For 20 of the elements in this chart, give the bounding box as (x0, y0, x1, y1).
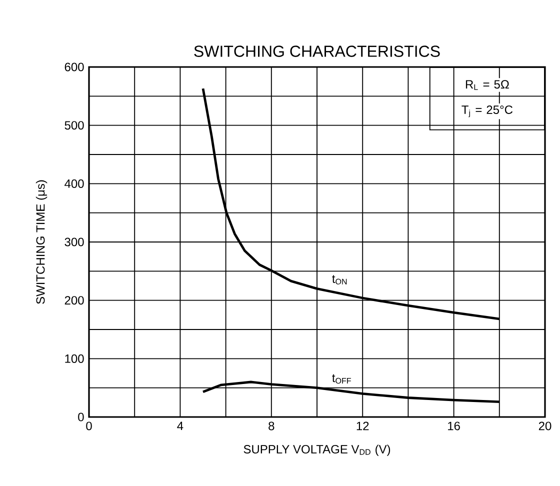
y-tick-label: 600 (64, 62, 84, 72)
x-tick-label: 4 (177, 422, 184, 430)
series-label: t$_{ON}$ (332, 275, 347, 284)
annotation: T$_{j}$ = 25°C (462, 105, 513, 118)
y-tick-label: 0 (78, 412, 84, 422)
y-tick-label: 500 (64, 121, 84, 130)
series-label: t$_{OFF}$ (332, 374, 351, 384)
y-tick-label: 100 (65, 354, 84, 363)
x-axis-title: SUPPLY VOLTAGE V$_{DD}$ (V) (244, 444, 390, 456)
y-tick-label: 400 (64, 179, 84, 188)
x-tick-label: 20 (538, 422, 552, 430)
y-tick-label: 200 (64, 296, 84, 305)
x-tick-label: 8 (268, 422, 274, 430)
annotation: R$_{L}$ = 5Ω (466, 80, 509, 90)
y-tick-label: 300 (64, 238, 84, 246)
x-tick-label: 16 (448, 422, 460, 430)
x-tick-label: 12 (356, 422, 369, 430)
chart-title: SWITCHING CHARACTERISTICS (194, 46, 440, 57)
x-tick-label: 0 (86, 422, 92, 430)
y-axis-title: SWITCHING TIME (μs) (36, 180, 48, 304)
